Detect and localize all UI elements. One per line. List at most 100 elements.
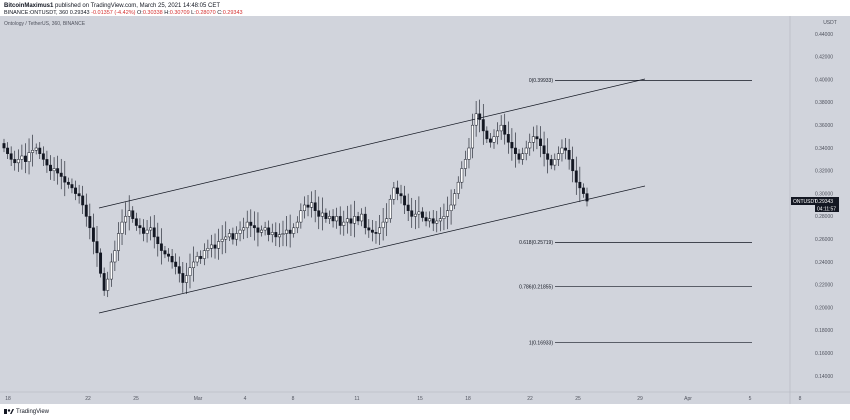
candle bbox=[88, 203, 92, 240]
candle bbox=[299, 203, 303, 229]
candle bbox=[260, 225, 263, 237]
candle bbox=[514, 132, 517, 168]
candle bbox=[367, 219, 371, 238]
candle bbox=[496, 122, 500, 145]
publisher-name[interactable]: BitcoinMaximus1 bbox=[4, 3, 54, 9]
price-tick-label: 0.34000 bbox=[815, 146, 833, 152]
candle bbox=[360, 208, 364, 227]
time-tick-label: Apr bbox=[684, 396, 692, 402]
candle bbox=[277, 223, 281, 248]
candle bbox=[524, 140, 528, 161]
candle bbox=[356, 211, 360, 226]
candle bbox=[553, 153, 557, 171]
candle bbox=[374, 220, 378, 244]
candle bbox=[263, 221, 267, 236]
chart-background bbox=[0, 16, 850, 404]
candle bbox=[124, 202, 128, 235]
candle bbox=[531, 126, 535, 152]
published-text: published on TradingView.com, March 25, … bbox=[55, 3, 221, 9]
candle bbox=[345, 205, 349, 234]
price-tick-label: 0.22000 bbox=[815, 283, 833, 289]
candle bbox=[270, 223, 274, 243]
price-tick-label: 0.18000 bbox=[815, 328, 833, 334]
candle bbox=[192, 246, 196, 282]
chart-header: BitcoinMaximus1 published on TradingView… bbox=[0, 0, 850, 16]
candle bbox=[292, 223, 296, 238]
channel-lower-line[interactable] bbox=[98, 185, 646, 314]
candle bbox=[113, 240, 117, 272]
candle bbox=[242, 217, 246, 240]
price-tick-label: 0.38000 bbox=[815, 100, 833, 106]
candle bbox=[324, 208, 328, 223]
candle bbox=[306, 194, 310, 217]
candle bbox=[370, 220, 374, 242]
candle bbox=[435, 210, 439, 233]
candle bbox=[41, 146, 45, 166]
open-label: O: bbox=[137, 10, 143, 16]
time-tick-label: 8 bbox=[292, 396, 295, 402]
candle bbox=[142, 219, 145, 242]
price-chart[interactable]: Ontology / TetherUS, 360, BINANCE USDT 0… bbox=[0, 16, 850, 404]
candle bbox=[467, 137, 471, 169]
time-tick-label: 8 bbox=[799, 396, 802, 402]
time-axis[interactable]: 18 22 25 Mar 4 8 11 15 18 22 25 29 Apr 5 8 bbox=[5, 396, 801, 402]
candle bbox=[99, 248, 103, 278]
candle bbox=[174, 253, 178, 275]
candle bbox=[238, 221, 242, 242]
close-value: 0.29343 bbox=[222, 10, 243, 16]
candle bbox=[488, 132, 492, 148]
candle bbox=[63, 160, 67, 197]
candle bbox=[353, 200, 356, 238]
candle bbox=[109, 253, 113, 287]
candle bbox=[224, 221, 228, 254]
candle bbox=[578, 166, 582, 202]
time-tick-label: 25 bbox=[575, 396, 581, 402]
tradingview-logo[interactable]: TradingView bbox=[4, 408, 49, 415]
candle bbox=[81, 185, 85, 215]
fib-level-label: 1(0.16933) bbox=[529, 340, 554, 346]
header-change: -0.01357 (-4.42%) bbox=[91, 10, 136, 16]
candle bbox=[256, 212, 260, 247]
candle bbox=[539, 126, 542, 158]
candle bbox=[381, 207, 385, 241]
symbol-legend: Ontology / TetherUS, 360, BINANCE bbox=[4, 21, 86, 27]
candle bbox=[6, 142, 10, 160]
candle bbox=[503, 113, 507, 145]
candle bbox=[231, 227, 235, 245]
chart-footer: TradingView bbox=[0, 404, 850, 420]
candle bbox=[388, 194, 392, 223]
candle bbox=[506, 121, 510, 154]
candle bbox=[581, 183, 585, 198]
candle bbox=[149, 216, 153, 241]
candle bbox=[131, 206, 135, 223]
time-tick-label: 5 bbox=[749, 396, 752, 402]
candle bbox=[31, 134, 35, 167]
time-tick-label: 22 bbox=[85, 396, 91, 402]
candle bbox=[413, 199, 417, 230]
candle bbox=[106, 271, 110, 298]
candle bbox=[52, 157, 56, 182]
last-price-symbol: ONTUSDT bbox=[793, 199, 817, 205]
publish-info: BitcoinMaximus1 published on TradingView… bbox=[4, 3, 220, 9]
header-price: 0.29343 bbox=[69, 10, 90, 16]
candle bbox=[478, 99, 482, 133]
candle bbox=[16, 149, 20, 172]
candle bbox=[274, 222, 278, 246]
time-tick-label: 11 bbox=[354, 396, 359, 402]
price-tick-label: 0.32000 bbox=[815, 169, 833, 175]
currency-label: USDT bbox=[823, 20, 837, 26]
candle bbox=[213, 233, 217, 259]
candle bbox=[288, 214, 292, 248]
candle bbox=[567, 138, 571, 170]
candle bbox=[267, 220, 271, 242]
candle bbox=[417, 196, 421, 229]
fib-retracement[interactable]: 0(0.39933) 0.618(0.25719) 0.786(0.21855) 1(… bbox=[519, 78, 752, 346]
candle bbox=[209, 234, 213, 258]
time-tick-label: 18 bbox=[465, 396, 471, 402]
channel-upper-line[interactable] bbox=[98, 78, 646, 209]
candle bbox=[431, 210, 435, 232]
candle bbox=[542, 131, 546, 167]
price-axis[interactable]: 0.44000 0.42000 0.40000 0.38000 0.36000 0.340… bbox=[815, 32, 833, 380]
candle bbox=[460, 161, 464, 189]
candle bbox=[227, 228, 231, 242]
